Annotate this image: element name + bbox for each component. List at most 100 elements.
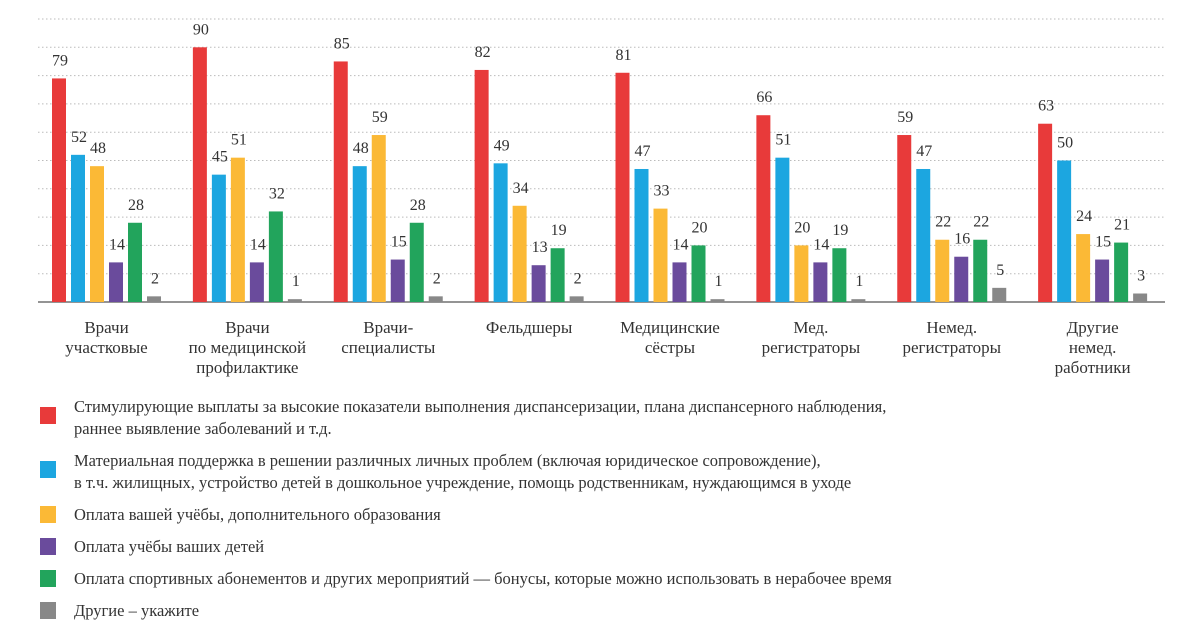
legend-swatch bbox=[40, 506, 56, 523]
bar bbox=[352, 166, 367, 302]
bar bbox=[897, 135, 912, 302]
legend-label: Оплата учёбы ваших детей bbox=[74, 537, 265, 556]
data-label: 48 bbox=[90, 140, 106, 157]
data-label: 14 bbox=[109, 236, 125, 253]
legend-label: Оплата вашей учёбы, дополнительного обра… bbox=[74, 505, 441, 524]
bar bbox=[1133, 293, 1148, 302]
bar bbox=[1095, 259, 1110, 302]
bar bbox=[1076, 234, 1091, 302]
data-label: 63 bbox=[1038, 98, 1054, 115]
data-label: 32 bbox=[269, 185, 285, 202]
bar bbox=[775, 157, 790, 302]
data-label: 34 bbox=[513, 180, 529, 197]
bar bbox=[550, 248, 565, 302]
data-label: 3 bbox=[1137, 268, 1145, 285]
bar bbox=[851, 299, 866, 302]
bar bbox=[268, 211, 283, 302]
bar bbox=[147, 296, 161, 302]
bar bbox=[1057, 160, 1072, 302]
data-label: 48 bbox=[353, 140, 369, 157]
bar bbox=[249, 262, 264, 302]
bar bbox=[428, 296, 443, 302]
data-label: 79 bbox=[52, 52, 68, 69]
category-label: Немед. регистраторы bbox=[902, 318, 1001, 357]
legend-swatch bbox=[40, 570, 56, 587]
bar bbox=[756, 115, 771, 302]
data-label: 14 bbox=[673, 236, 689, 253]
bar bbox=[1038, 123, 1053, 303]
bar bbox=[992, 287, 1007, 302]
data-label: 15 bbox=[391, 234, 407, 251]
bar bbox=[409, 222, 424, 302]
data-label: 66 bbox=[756, 89, 772, 106]
bar bbox=[813, 262, 828, 302]
bar bbox=[832, 248, 847, 302]
category-label: Врачи по медицинской профилактике bbox=[189, 318, 307, 377]
bar bbox=[128, 222, 142, 302]
legend-swatch bbox=[40, 461, 56, 478]
bar bbox=[653, 208, 668, 302]
category-label: Мед. регистраторы bbox=[762, 318, 861, 357]
bar bbox=[672, 262, 687, 302]
bar bbox=[569, 296, 584, 302]
data-label: 45 bbox=[212, 149, 228, 166]
bar bbox=[794, 245, 809, 302]
data-label: 15 bbox=[1095, 234, 1111, 251]
category-label: Врачи-специалисты bbox=[341, 318, 436, 357]
legend-item: Оплата учёбы ваших детей bbox=[40, 536, 1180, 558]
data-label: 2 bbox=[433, 270, 441, 287]
data-label: 49 bbox=[494, 137, 510, 154]
data-label: 59 bbox=[897, 109, 913, 126]
data-label: 1 bbox=[292, 273, 300, 290]
bar bbox=[531, 265, 546, 302]
bar bbox=[916, 168, 931, 302]
bar bbox=[192, 47, 207, 302]
bar bbox=[1114, 242, 1129, 302]
bar bbox=[211, 174, 226, 302]
data-label: 20 bbox=[794, 219, 810, 236]
data-label: 5 bbox=[996, 262, 1004, 279]
legend-swatch bbox=[40, 538, 56, 555]
category-label: Другие немед. работники bbox=[1055, 318, 1131, 377]
bar bbox=[691, 245, 706, 302]
data-label: 47 bbox=[635, 143, 651, 160]
legend-item: Оплата вашей учёбы, дополнительного обра… bbox=[40, 504, 1180, 526]
data-label: 28 bbox=[128, 197, 144, 214]
bar bbox=[90, 166, 104, 302]
bar bbox=[230, 157, 245, 302]
data-label: 81 bbox=[616, 47, 632, 64]
legend-swatch bbox=[40, 602, 56, 619]
legend-label: Оплата спортивных абонементов и других м… bbox=[74, 569, 892, 588]
bar bbox=[287, 299, 302, 302]
legend-item: Другие – укажите bbox=[40, 600, 1180, 622]
bar bbox=[371, 135, 386, 302]
data-label: 59 bbox=[372, 109, 388, 126]
data-label: 52 bbox=[71, 129, 87, 146]
bar bbox=[512, 205, 527, 302]
data-label: 33 bbox=[654, 183, 670, 200]
data-label: 22 bbox=[935, 214, 951, 231]
bar bbox=[390, 259, 405, 302]
bar bbox=[954, 256, 969, 302]
data-label: 19 bbox=[832, 222, 848, 239]
data-label: 2 bbox=[151, 270, 159, 287]
data-label: 20 bbox=[692, 219, 708, 236]
legend-item: Оплата спортивных абонементов и других м… bbox=[40, 568, 1180, 590]
bar bbox=[615, 72, 630, 303]
bar bbox=[474, 69, 489, 302]
data-label: 1 bbox=[715, 273, 723, 290]
data-label: 82 bbox=[475, 44, 491, 61]
category-label: Фельдшеры bbox=[486, 318, 573, 337]
bar bbox=[52, 78, 66, 303]
legend-label: Другие – укажите bbox=[74, 601, 200, 620]
data-label: 21 bbox=[1114, 217, 1130, 234]
data-label: 13 bbox=[532, 239, 548, 256]
legend-label: раннее выявление заболеваний и т.д. bbox=[74, 419, 332, 438]
legend-label: Стимулирующие выплаты за высокие показат… bbox=[74, 397, 887, 416]
